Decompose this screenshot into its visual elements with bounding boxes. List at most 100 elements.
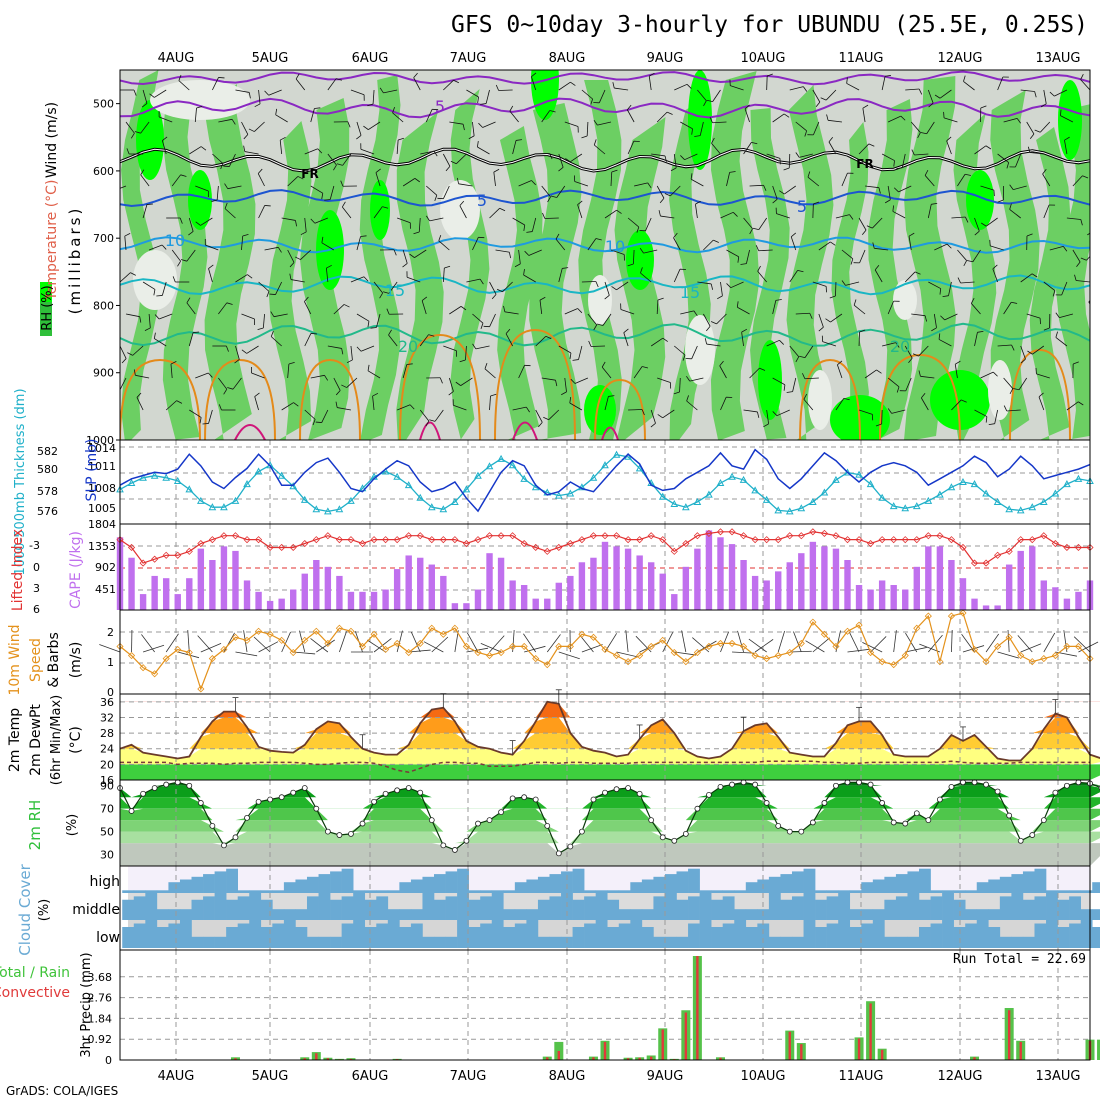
upper-wind-barb — [304, 301, 312, 315]
wind10-barb — [253, 636, 271, 653]
lifted-index-marker — [1063, 543, 1071, 552]
upper-wind-barb-flag — [887, 408, 892, 414]
rh-dry-patch — [685, 315, 715, 385]
bottom-date-labels: 4AUG 5AUG 6AUG 7AUG 8AUG 9AUG 10AUG 11AUG 12AUG 1… — [158, 1069, 1081, 1084]
upper-wind-barb — [933, 313, 937, 328]
upper-wind-barb — [656, 111, 668, 123]
upper-wind-barb-flag — [803, 393, 808, 400]
upper-wind-barb — [772, 113, 785, 123]
wind10-barb — [870, 636, 887, 653]
cloud-bar — [988, 927, 1001, 948]
upper-wind-barb — [304, 409, 316, 420]
upper-wind-barb-flag — [955, 360, 961, 365]
upper-wind-barb-flag — [921, 392, 926, 399]
upper-wind-barb-flag — [1055, 312, 1060, 318]
upper-wind-barb — [304, 333, 312, 347]
rh2m-marker — [290, 789, 297, 796]
upper-wind-barb — [200, 217, 213, 226]
lifted-index-marker — [335, 536, 343, 544]
upper-wind-barb — [414, 249, 427, 258]
wind10-barb — [410, 631, 421, 653]
cloud-bar — [330, 871, 342, 893]
precip-panel: 3.682.761.840.920 — [88, 949, 1100, 1067]
cloud-bar — [122, 890, 135, 893]
contour-label: 15 — [385, 281, 405, 300]
upper-wind-barb — [142, 89, 148, 104]
thickness-marker — [785, 507, 794, 515]
upper-wind-barb-flag — [226, 302, 233, 305]
cloud-bar — [653, 936, 666, 948]
cloud-bar — [1092, 909, 1100, 920]
thickness-marker — [901, 504, 910, 512]
cloud-bar — [318, 893, 331, 920]
thickness-marker — [127, 479, 136, 487]
cloud-row-label-middle: middle — [72, 902, 120, 918]
cloud-bar — [226, 868, 239, 893]
upper-wind-barb-flag — [409, 404, 415, 410]
upper-wind-barb-flag — [558, 167, 564, 172]
upper-wind-barb-flag — [682, 354, 686, 361]
cape-bar — [532, 598, 539, 610]
wind10-barb — [951, 629, 953, 653]
upper-wind-barb-flag — [786, 391, 793, 393]
lifted-index-marker — [624, 536, 632, 544]
cloud-bar — [283, 882, 296, 893]
wind10-line — [119, 612, 1091, 691]
upper-wind-barb — [402, 364, 408, 379]
rh2m-axis-label: 2m RH — [26, 800, 44, 851]
upper-wind-barb — [887, 185, 891, 200]
cloud-bar — [1022, 936, 1035, 948]
precip-tick-label: 0 — [105, 1054, 112, 1067]
upper-wind-barb-flag — [595, 238, 602, 241]
thickness-marker — [843, 468, 852, 476]
upper-wind-barb-flag — [524, 250, 530, 256]
upper-wind-barb-flag — [893, 160, 895, 167]
cape-bar — [601, 541, 609, 610]
upper-wind-barb-flag — [802, 373, 806, 379]
upper-wind-barb-flag — [398, 137, 404, 141]
cape-bar — [359, 591, 366, 610]
rh2m-marker — [879, 800, 886, 806]
thickness-marker — [335, 505, 344, 513]
lifted-index-marker — [139, 559, 147, 567]
upper-wind-barb — [1086, 255, 1090, 261]
upper-wind-barb — [1066, 401, 1079, 411]
upper-wind-barb-flag — [892, 205, 894, 212]
cloud-bar — [1080, 920, 1093, 948]
upper-wind-barb — [518, 365, 525, 379]
upper-wind-barb-flag — [211, 199, 218, 203]
upper-wind-barb — [574, 181, 589, 187]
wind10-marker — [913, 624, 921, 632]
wind10-marker — [612, 651, 621, 660]
upper-wind-barb-flag — [347, 121, 351, 128]
upper-wind-barb-flag — [1074, 274, 1077, 281]
upper-wind-barb — [673, 269, 681, 283]
upper-wind-barb — [726, 172, 731, 187]
upper-wind-barb — [997, 153, 1009, 163]
precip-conv-bar — [234, 1058, 237, 1060]
date-label-bottom: 7AUG — [450, 1069, 487, 1084]
wind10-barb — [299, 630, 306, 653]
upper-wind-barb — [493, 172, 496, 187]
cape-bar — [209, 560, 216, 610]
cloud-bar — [133, 896, 146, 920]
cloud-bar — [861, 909, 874, 920]
rh2m-tick-label: 90 — [100, 780, 114, 793]
upper-wind-barb — [475, 345, 490, 350]
upper-wind-barb — [627, 217, 640, 228]
upper-wind-barb — [421, 300, 427, 315]
rh2m-marker — [717, 783, 724, 790]
cape-bar — [428, 564, 435, 610]
cloud-bar — [399, 927, 412, 948]
thickness-tick-label: 582 — [37, 445, 58, 458]
upper-wind-barb — [425, 185, 438, 196]
upper-wind-barb-flag — [234, 359, 240, 364]
upper-wind-barb — [795, 121, 807, 132]
upper-wind-barb-flag — [146, 203, 153, 205]
upper-wind-barb — [633, 366, 643, 379]
upper-wind-barb — [158, 313, 173, 320]
pressure-tick-label: 500 — [93, 98, 114, 111]
wind-10m-panel: 210 — [99, 609, 1099, 699]
upper-wind-barb-flag — [266, 291, 270, 298]
upper-wind-barb — [943, 117, 958, 123]
